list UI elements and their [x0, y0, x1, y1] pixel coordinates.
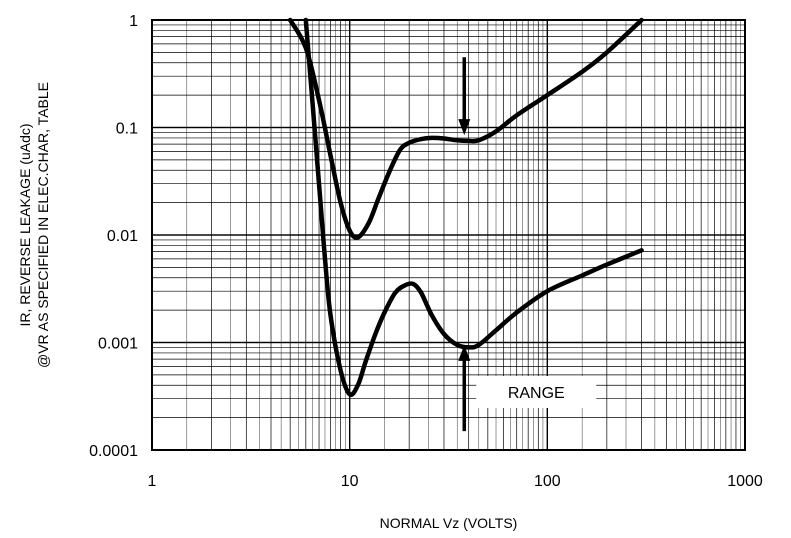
x-tick-labels: 1 10 100 1000 [148, 473, 763, 490]
arrow-top-head [458, 119, 471, 136]
y-tick-label: 0.001 [98, 336, 138, 353]
plot-frame [151, 19, 746, 451]
y-axis-label-line-2: @VR AS SPECIFIED IN ELEC.CHAR, TABLE [35, 82, 51, 368]
x-tick-label: 1 [148, 473, 157, 490]
x-tick-label: 100 [534, 473, 561, 490]
y-tick-label: 0.1 [116, 121, 138, 138]
range-label-box [476, 376, 597, 408]
y-tick-labels: 1 0.1 0.01 0.001 0.0001 [89, 13, 138, 460]
series-line-1 [287, 17, 644, 240]
y-axis-label: IR, REVERSE LEAKAGE (uAdc) @VR AS SPECIF… [17, 82, 51, 368]
arrow-bottom-head [458, 344, 471, 361]
y-tick-label: 0.01 [107, 228, 138, 245]
y-tick-label: 0.0001 [89, 443, 138, 460]
range-label: RANGE [508, 385, 565, 402]
annotations: RANGE [458, 57, 597, 432]
x-tick-label: 10 [341, 473, 359, 490]
y-axis-label-line-1: IR, REVERSE LEAKAGE (uAdc) [17, 123, 33, 326]
series-group [287, 17, 644, 398]
y-tick-label: 1 [129, 13, 138, 30]
x-tick-label: 1000 [727, 473, 763, 490]
series-line-2 [303, 17, 644, 398]
x-axis-label: NORMAL Vz (VOLTS) [380, 515, 518, 531]
